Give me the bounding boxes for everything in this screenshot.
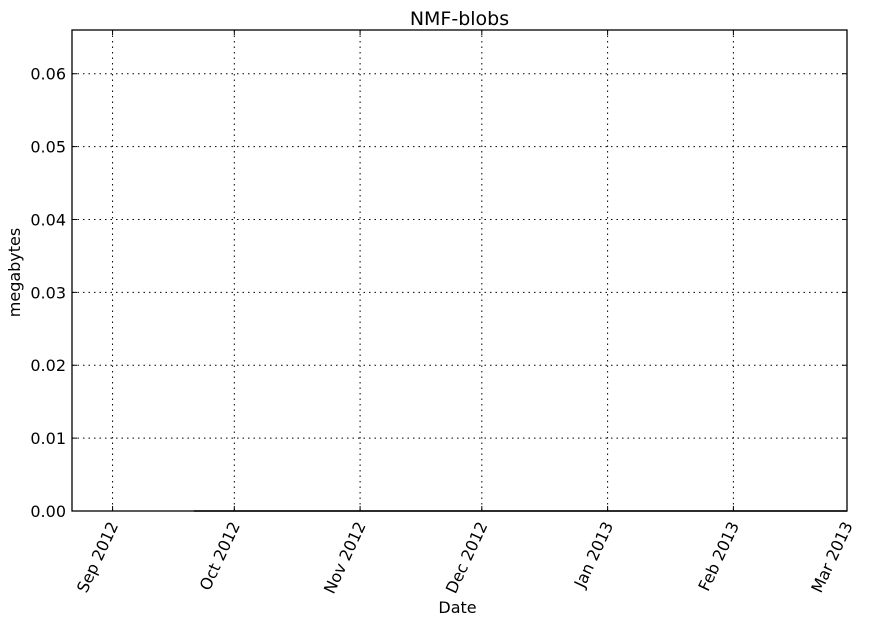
tick-layer <box>72 30 848 512</box>
x-tick-label: Oct 2012 <box>196 519 244 594</box>
x-axis-label: Date <box>438 598 476 617</box>
x-tick-label: Dec 2012 <box>442 519 492 597</box>
x-tick-label: Sep 2012 <box>73 519 122 596</box>
plot-frame <box>71 29 848 512</box>
y-tick-label: 0.02 <box>30 356 66 375</box>
chart-title: NMF-blobs <box>410 8 509 30</box>
y-tick-label: 0.05 <box>30 138 66 157</box>
x-tick-label: Nov 2012 <box>320 519 370 597</box>
tick-label-layer: Sep 2012 Oct 2012 Nov 2012 Dec 2012 Jan 2013… <box>30 65 856 597</box>
x-tick-label: Mar 2013 <box>807 519 856 596</box>
x-tick-label: Feb 2013 <box>694 519 743 594</box>
y-tick-label: 0.03 <box>30 283 66 302</box>
x-tick-label: Jan 2013 <box>570 519 617 592</box>
grid-layer <box>72 30 848 511</box>
y-tick-label: 0.01 <box>30 429 66 448</box>
y-tick-label: 0.04 <box>30 210 66 229</box>
y-tick-label: 0.06 <box>30 65 66 84</box>
y-axis-label: megabytes <box>5 228 24 317</box>
y-tick-label: 0.00 <box>30 502 66 521</box>
